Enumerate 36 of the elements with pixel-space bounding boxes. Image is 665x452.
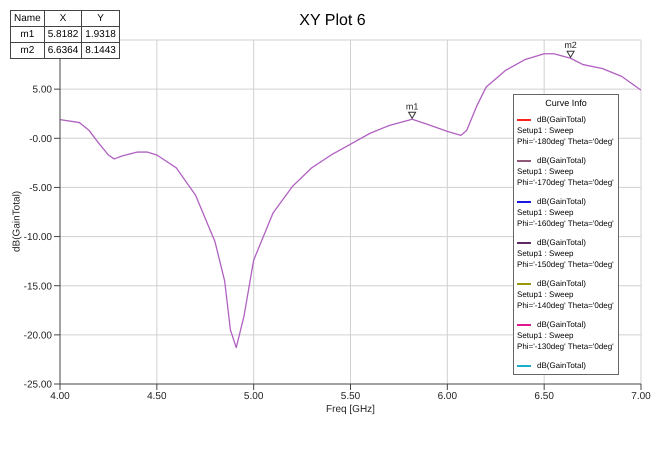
legend-label: dB(GainTotal) Setup1 : Sweep Phi='-170deg' Theta='0deg': [517, 155, 615, 188]
text: m1: [10, 26, 44, 42]
text: m2: [10, 42, 44, 58]
legend-label: dB(GainTotal): [536, 360, 587, 371]
y-tick-label: -0.00: [29, 134, 52, 145]
x-tick-label: 6.50: [534, 391, 554, 402]
annotation: 8.1443: [82, 42, 120, 58]
annotation: 6.6364: [44, 42, 82, 58]
legend-label: dB(GainTotal) Setup1 : Sweep Phi='-150deg' Theta='0deg': [517, 237, 615, 270]
y-tick-label: -20.00: [24, 330, 52, 342]
text: Y: [82, 10, 120, 26]
chart-title: XY Plot 6: [299, 12, 366, 29]
text: 5.8182: [44, 26, 82, 42]
annotation: m2: [564, 40, 577, 50]
legend-label: dB(GainTotal) Setup1 : Sweep Phi='-140deg' Theta='0deg': [517, 278, 615, 311]
x-tick-label: 6.00: [438, 391, 458, 402]
y-tick-label: 5.00: [32, 84, 52, 96]
text: X: [44, 10, 82, 26]
y-tick-label: -5.00: [29, 182, 52, 194]
y-tick-label: -10.00: [24, 232, 52, 244]
legend-title: Curve Info: [544, 97, 588, 110]
x-tick-label: 7.00: [631, 391, 652, 402]
x-tick-label: 4.50: [147, 391, 167, 402]
legend-label: dB(GainTotal) Setup1 : Sweep Phi='-180deg' Theta='0deg': [517, 114, 615, 147]
legend-label: dB(GainTotal) Setup1 : Sweep Phi='-160deg' Theta='0deg': [517, 196, 615, 229]
x-axis-title: Freq [GHz]: [326, 404, 376, 415]
y-tick-label: -15.00: [24, 281, 52, 292]
text: Name: [10, 10, 44, 26]
x-tick-label: 5.00: [244, 391, 264, 402]
text: 1.9318: [82, 26, 120, 42]
legend-label: dB(GainTotal) Setup1 : Sweep Phi='-130deg' Theta='0deg': [517, 319, 615, 352]
x-tick-label: 5.50: [340, 391, 361, 402]
y-tick-label: -25.00: [24, 380, 52, 391]
annotation: m1: [406, 101, 418, 112]
y-axis-title: dB(GainTotal): [12, 190, 23, 252]
x-tick-label: 4.00: [50, 391, 70, 402]
